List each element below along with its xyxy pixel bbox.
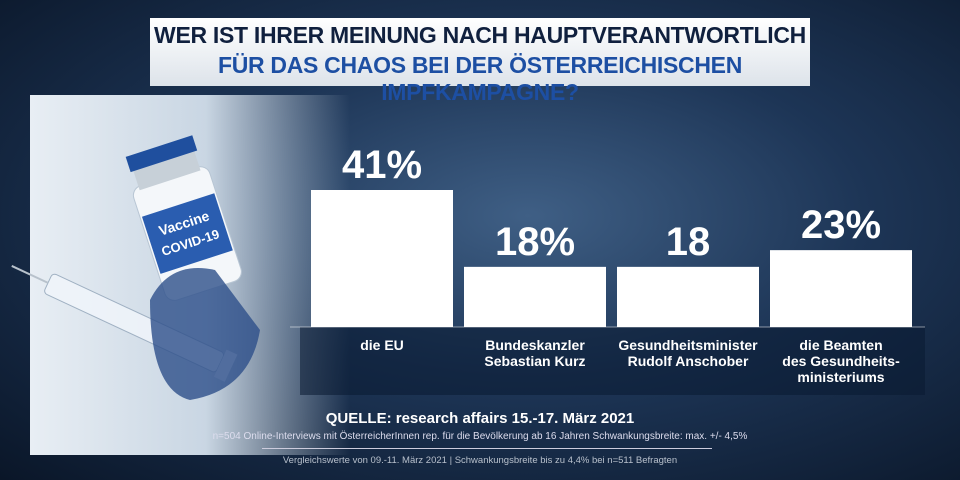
- subtitle: FÜR DAS CHAOS BEI DER ÖSTERREICHISCHEN I…: [217, 52, 743, 105]
- comparison-error: Schwankungsbreite bis zu 4,4% bei n=511 …: [454, 455, 678, 466]
- value-label: 41%: [342, 143, 422, 187]
- comparison-date: Vergleichswerte von 09.-11. März 2021: [282, 455, 447, 466]
- vaccine-illustration: Vaccine COVID-19: [11, 135, 260, 400]
- title: WER IST IHRER MEINUNG NACH HAUPTVERANTWO…: [154, 22, 806, 48]
- bar: [311, 190, 453, 327]
- title-bar: [150, 18, 810, 86]
- bar: [617, 266, 759, 327]
- source: QUELLE: research affairs 15.-17. März 20…: [325, 410, 635, 427]
- category-label: Gesundheitsminister Rudolf Anschober: [618, 337, 758, 369]
- divider: [262, 448, 712, 449]
- value-label: 18: [666, 220, 711, 264]
- comparison: Vergleichswerte von 09.-11. März 2021 | …: [282, 455, 678, 466]
- value-label: 18%: [495, 220, 575, 264]
- methodology: n=504 Online-Interviews mit Österreicher…: [212, 431, 748, 442]
- category-label: die EU: [360, 337, 404, 353]
- bar: [464, 266, 606, 327]
- bar: [770, 250, 912, 327]
- category-label: Bundeskanzler Sebastian Kurz: [484, 337, 586, 369]
- label-band: [300, 327, 925, 395]
- value-label: 23%: [801, 203, 881, 247]
- category-label: die Beamten des Gesundheits- ministerium…: [782, 337, 900, 385]
